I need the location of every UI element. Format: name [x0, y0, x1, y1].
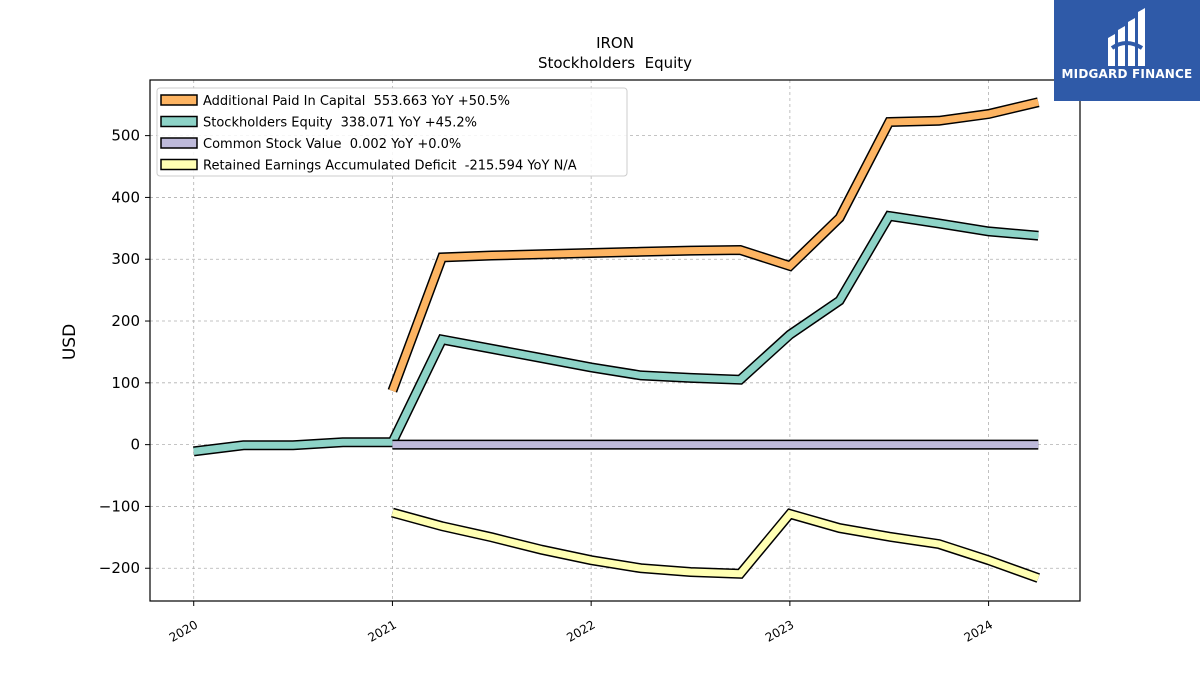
- series-retained-earnings-accumulated-deficit: [391, 507, 1040, 583]
- y-tick-label: 500: [111, 127, 140, 145]
- y-tick-label: −200: [99, 559, 140, 577]
- y-tick-label: 300: [111, 250, 140, 268]
- y-tick-label: 400: [111, 188, 140, 206]
- x-tick-label: 2023: [763, 617, 796, 644]
- legend-entry: Additional Paid In Capital 553.663 YoY +…: [203, 94, 510, 109]
- x-tick-label: 2020: [167, 617, 200, 644]
- legend-entry: Stockholders Equity 338.071 YoY +45.2%: [203, 116, 477, 131]
- x-tick-label: 2022: [564, 617, 597, 644]
- plot-frame: [149, 79, 1081, 602]
- legend-swatch: [160, 137, 198, 149]
- y-tick-label: −100: [99, 497, 140, 515]
- x-axis: 2020 2021 2022 2023 2024: [167, 601, 995, 645]
- brand-logo: MIDGARD FINANCE: [1054, 0, 1200, 101]
- y-tick-label: 100: [111, 374, 140, 392]
- x-tick-label: 2021: [365, 617, 398, 644]
- series-stockholders-equity: [193, 210, 1039, 457]
- legend: Additional Paid In Capital 553.663 YoY +…: [156, 87, 628, 177]
- legend-swatch: [160, 158, 198, 171]
- chart-title: IRON: [596, 34, 634, 52]
- series-additional-paid-in-capital: [387, 97, 1040, 393]
- midgard-logo-icon: [1108, 8, 1145, 66]
- y-tick-label: 200: [111, 312, 140, 330]
- brand-name: MIDGARD FINANCE: [1061, 67, 1193, 81]
- legend-entry: Common Stock Value 0.002 YoY +0.0%: [203, 137, 461, 152]
- y-tick-label: 0: [130, 436, 140, 454]
- series-line: [389, 98, 1040, 393]
- x-tick-label: 2024: [962, 617, 995, 644]
- series-line: [193, 212, 1039, 455]
- y-axis: −200 −100 0 100 200 300 400 500: [99, 127, 150, 577]
- legend-swatch: [160, 115, 198, 128]
- series-lines: [193, 97, 1040, 583]
- legend-entry: Retained Earnings Accumulated Deficit -2…: [203, 159, 577, 174]
- legend-box: [156, 87, 628, 177]
- series-line: [391, 509, 1040, 582]
- series-common-stock-value: [392, 439, 1039, 450]
- chart-subtitle: Stockholders Equity: [538, 54, 692, 72]
- y-axis-label: USD: [60, 324, 80, 360]
- legend-swatch: [160, 94, 198, 106]
